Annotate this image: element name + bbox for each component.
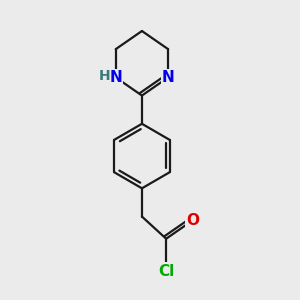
Text: N: N <box>162 70 175 85</box>
Text: H: H <box>99 69 110 83</box>
Text: N: N <box>109 70 122 85</box>
Text: Cl: Cl <box>158 263 174 278</box>
Text: O: O <box>186 213 199 228</box>
